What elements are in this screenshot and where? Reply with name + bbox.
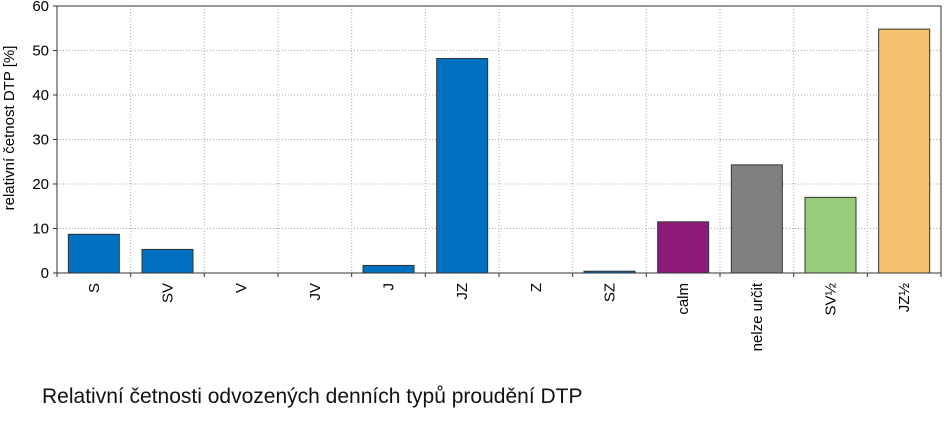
x-tick-label: Z [528, 283, 545, 292]
x-tick-label: JZ [454, 283, 471, 300]
bar-0 [67, 233, 120, 274]
y-tick-label: 50 [32, 43, 49, 60]
bar-1 [141, 248, 194, 274]
x-tick-label: S [86, 283, 103, 293]
x-tick-label: calm [675, 283, 692, 315]
x-tick-label: JZ½ [896, 283, 913, 313]
y-tick-label: 20 [32, 176, 49, 193]
y-axis-label: relativní četnost DTP [%] [1, 46, 18, 211]
y-tick-labels: 0 10 20 30 40 50 60 [32, 0, 49, 282]
bar-5 [436, 58, 489, 274]
bar-10 [804, 196, 857, 274]
bar-8 [657, 221, 710, 274]
bar-4 [362, 264, 415, 274]
x-tick-label: V [233, 283, 250, 293]
axes [53, 5, 942, 277]
y-tick-label: 40 [32, 87, 49, 104]
grid-lines [57, 6, 941, 273]
chart-title: Relativní četnosti odvozených denních ty… [42, 385, 583, 408]
bar-11 [878, 28, 931, 274]
x-tick-label: SV½ [823, 283, 840, 316]
x-tick-label: SV [160, 283, 177, 303]
bars [67, 28, 931, 274]
x-tick-label: JV [307, 283, 324, 301]
y-tick-label: 10 [32, 221, 49, 238]
x-tick-labels: S SV V JV J JZ Z SZ calm nelze určit SV½ JZ½ [86, 282, 913, 351]
bar-9 [730, 164, 783, 274]
x-tick-label: nelze určit [749, 282, 766, 351]
y-tick-label: 30 [32, 132, 49, 149]
y-tick-label: 60 [32, 0, 49, 15]
x-tick-label: J [381, 283, 398, 291]
x-tick-label: SZ [602, 283, 619, 302]
y-tick-label: 0 [41, 265, 49, 282]
